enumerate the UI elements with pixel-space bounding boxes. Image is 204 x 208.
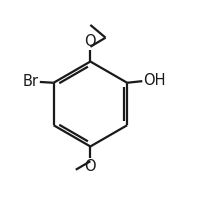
- Text: OH: OH: [143, 73, 165, 88]
- Text: Br: Br: [23, 74, 39, 89]
- Text: O: O: [84, 34, 96, 49]
- Text: O: O: [84, 159, 96, 174]
